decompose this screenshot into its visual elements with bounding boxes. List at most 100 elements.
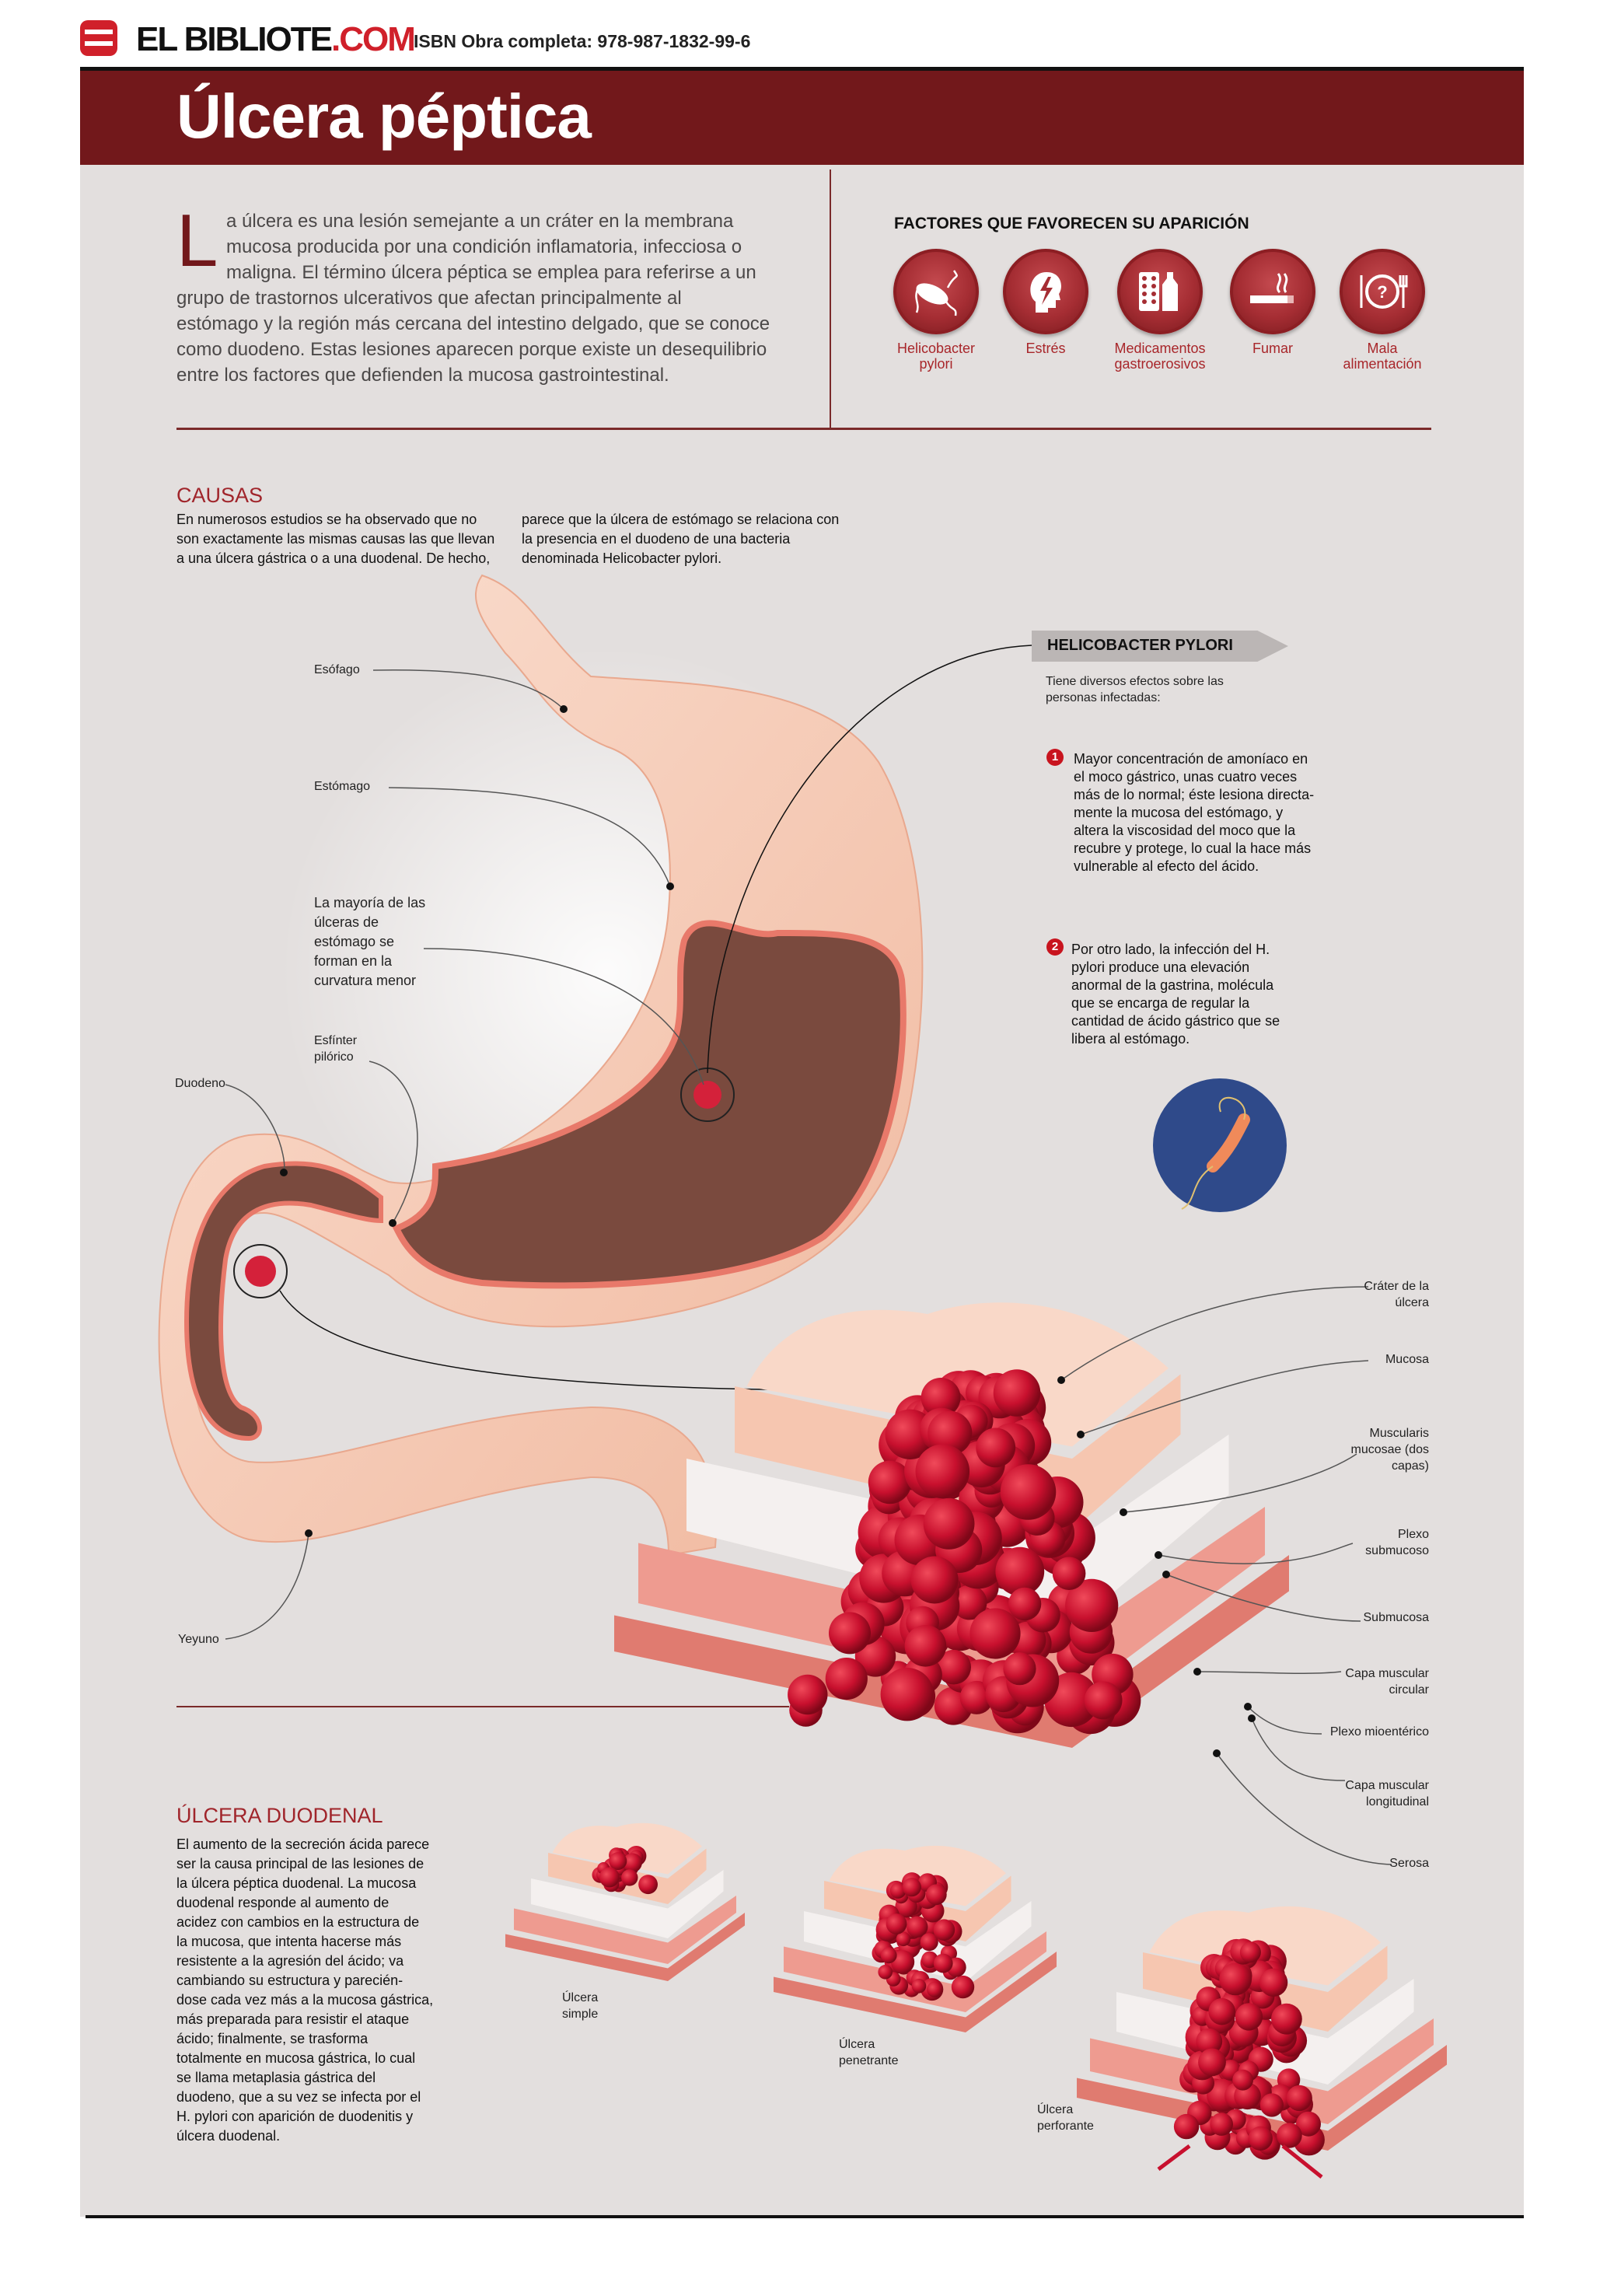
- ulcer-blob: [599, 1867, 620, 1888]
- text-line: la mucosa, que intenta hacerse más: [176, 1934, 402, 1949]
- tissue-simple: [505, 1822, 745, 1981]
- text-line: dose cada vez más a la mucosa gástrica,: [176, 1992, 434, 2008]
- leader-lines: [225, 645, 1032, 1640]
- text-line: el moco gástrico, unas cuatro veces: [1074, 769, 1298, 785]
- label-line: forman en la: [314, 953, 393, 969]
- title-band: [80, 71, 1524, 165]
- text-line: El aumento de la secreción ácida parece: [176, 1836, 430, 1852]
- label-line: Úlcera: [1037, 2103, 1074, 2116]
- label-plexo-mioenterico: Plexo mioentérico: [1330, 1724, 1429, 1740]
- label-line: longitudinal: [1366, 1795, 1429, 1808]
- intro-line: entre los factores que defienden la muco…: [176, 365, 669, 386]
- duodenal-text: El aumento de la secreción ácida parece s…: [176, 1835, 433, 2146]
- ulcer-blob: [1208, 1997, 1235, 2025]
- plate-icon: ?: [1340, 249, 1425, 334]
- label-line: Mucosa: [1385, 1353, 1429, 1366]
- text-line: Mayor concentración de amoníaco en: [1074, 751, 1308, 767]
- factor-fumar: Fumar: [1214, 249, 1331, 356]
- text-line: altera la viscosidad del moco que la: [1074, 823, 1296, 838]
- text-line: son exactamente las mismas causas las qu…: [176, 531, 495, 547]
- factor-label: Estrés: [1025, 341, 1066, 356]
- causas-title: CAUSAS: [176, 484, 264, 507]
- text-line: a una úlcera gástrica o a una duodenal. …: [176, 550, 491, 566]
- label-line: personas infectadas:: [1046, 691, 1161, 704]
- text-line: la presencia en el duodeno de una bacter…: [522, 531, 791, 547]
- text-line: totalmente en mucosa gástrica, lo cual: [176, 2050, 416, 2066]
- ulcer-blob: [993, 1369, 1041, 1417]
- bacteria-flagella: [1181, 1097, 1246, 1210]
- label-line: Capa muscular: [1345, 1779, 1429, 1792]
- label-line: perforante: [1037, 2120, 1094, 2133]
- label-line: curvatura menor: [314, 973, 417, 988]
- factor-label: Fumar: [1252, 341, 1293, 356]
- label-line: úlcera: [1395, 1296, 1429, 1309]
- text-line: ser la causa principal de las lesiones d…: [176, 1856, 424, 1871]
- ulcer-blob: [915, 1444, 970, 1499]
- ulcer-blob: [825, 1658, 868, 1700]
- label-line: pilórico: [314, 1050, 354, 1064]
- factor-helicobacter: Helicobacter pylori: [878, 249, 994, 372]
- duodenum-cavity: [183, 1161, 383, 1442]
- ulcer-blob: [1259, 2093, 1284, 2117]
- hp-intro: Tiene diversos efectos sobre las persona…: [1046, 673, 1224, 706]
- bacteria-body: [1207, 1113, 1250, 1172]
- text-line: ácido; finalmente, se trasforma: [176, 2031, 369, 2046]
- label-esfinter: Esfínter pilórico: [314, 1033, 357, 1065]
- ulcer-blob: [921, 1378, 961, 1417]
- ulcer-blob: [1052, 1557, 1086, 1590]
- ulcer-blob: [1296, 2111, 1321, 2137]
- ulcer-blob: [1219, 1962, 1252, 1996]
- ulcer-blob: [952, 1585, 987, 1620]
- label-yeyuno: Yeyuno: [178, 1633, 219, 1646]
- ulcer-blob: [1232, 2069, 1253, 2091]
- factor-label: Helicobacter: [896, 341, 976, 356]
- perforation-arrows: [1157, 2144, 1323, 2179]
- ulcer-blob: [1000, 1464, 1057, 1520]
- ulcer-blob: [995, 1546, 1045, 1596]
- ulcer-blob: [927, 1981, 943, 1997]
- ulcer-blob: [880, 1947, 897, 1964]
- label-estomago: Estómago: [314, 780, 371, 793]
- text-line: pylori produce una elevación: [1071, 959, 1250, 975]
- text-line: que se encarga de regular la: [1071, 995, 1250, 1011]
- label-line: La mayoría de las: [314, 895, 426, 910]
- label-ulcera-perforante: Úlcera perforante: [1037, 2102, 1094, 2134]
- text-line: más de lo normal; éste lesiona directa-: [1074, 787, 1315, 802]
- horizontal-divider: [176, 428, 1431, 430]
- intro-line: a úlcera es una lesión semejante a un cr…: [226, 211, 734, 232]
- intro-line: maligna. El término úlcera péptica se em…: [226, 262, 756, 283]
- ulcer-blob: [886, 1913, 907, 1934]
- svg-text:?: ?: [1377, 282, 1387, 302]
- ulcer-crater: [788, 1369, 1141, 1735]
- hp-tag: HELICOBACTER PYLORI: [1032, 631, 1288, 662]
- ulcer-blob: [1084, 1681, 1123, 1720]
- label-line: penetrante: [839, 2054, 899, 2067]
- label-ulcera-simple: Úlcera simple: [562, 1990, 598, 2022]
- label-line: Muscularis: [1369, 1427, 1429, 1440]
- ulcer-blob: [1008, 1587, 1042, 1621]
- text-line: úlcera duodenal.: [176, 2128, 281, 2144]
- stomach-outer: [158, 574, 924, 1557]
- top-rule: [80, 67, 1524, 71]
- ulcer-blob: [1003, 1652, 1036, 1686]
- small-ulcers: [592, 1846, 1325, 2160]
- ulcer-blob: [925, 1884, 947, 1906]
- duodenal-ulcer-marker: [233, 1244, 288, 1298]
- causas-col2: parece que la úlcera de estómago se rela…: [522, 510, 839, 568]
- ulcer-blob: [904, 1625, 947, 1667]
- ulcer-blob: [951, 1975, 975, 1999]
- page-title: Úlcera péptica: [176, 82, 592, 151]
- ulcer-blob: [829, 1612, 871, 1655]
- ulcer-blob: [1196, 2028, 1223, 2055]
- bacteria-icon: [893, 249, 979, 334]
- text-line: resistente a la agresión del ácido; va: [176, 1953, 404, 1969]
- ulcer-blob: [902, 1878, 921, 1897]
- logo: EL BIBLIOTE.COM: [136, 20, 416, 58]
- intro-line: estómago y la región más cercana del int…: [176, 313, 770, 334]
- factor-label: pylori: [919, 356, 953, 372]
- ulcer-blob: [889, 1882, 907, 1899]
- ulcer-blob: [609, 1852, 627, 1871]
- ulcer-blob: [1065, 1578, 1119, 1632]
- duodenal-ulcer: [245, 1256, 276, 1287]
